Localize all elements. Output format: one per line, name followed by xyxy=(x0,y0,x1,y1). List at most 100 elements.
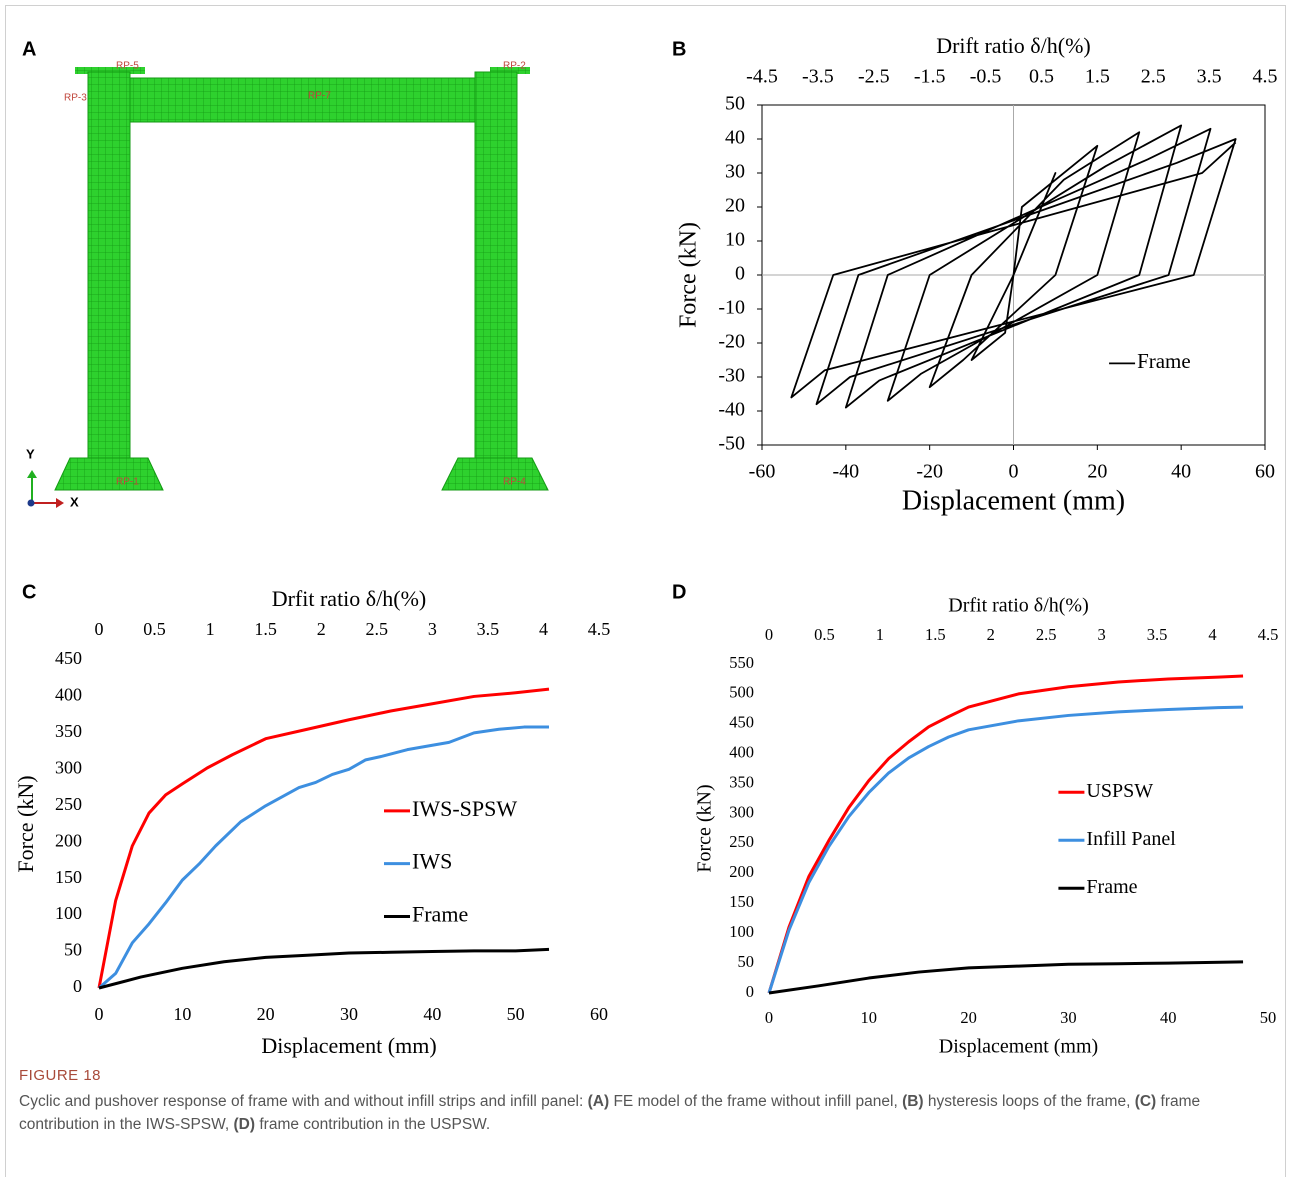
y-tick-label: 400 xyxy=(55,685,82,705)
reference-point: RP-7 xyxy=(308,91,331,102)
x2-tick-label: 1 xyxy=(206,619,215,639)
x2-tick-label: -0.5 xyxy=(970,66,1002,88)
y-tick-label: 100 xyxy=(729,922,754,941)
caption-text: FE model of the frame without infill pan… xyxy=(609,1093,902,1110)
caption-ref: (B) xyxy=(902,1093,924,1110)
base xyxy=(442,458,548,490)
reference-point: RP-2 xyxy=(503,61,526,72)
caption-text: Cyclic and pushover response of frame wi… xyxy=(19,1093,588,1110)
legend-label: Frame xyxy=(412,902,468,927)
series-line xyxy=(99,727,549,988)
y-tick-label: 0 xyxy=(735,263,745,285)
y-tick-label: 450 xyxy=(729,713,754,732)
beam xyxy=(130,78,475,122)
x2-tick-label: 0 xyxy=(95,619,104,639)
series-line xyxy=(99,949,549,988)
x2-tick-label: -3.5 xyxy=(802,66,834,88)
panel-label: D xyxy=(672,581,686,603)
x2-tick-label: 3 xyxy=(428,619,437,639)
x2-tick-label: 3.5 xyxy=(1197,66,1222,88)
x2-tick-label: -4.5 xyxy=(746,66,778,88)
axis-arrow xyxy=(56,498,64,508)
figure-label: FIGURE 18 xyxy=(19,1067,101,1084)
y-tick-label: -50 xyxy=(718,433,745,455)
base xyxy=(55,458,163,490)
caption: Cyclic and pushover response of frame wi… xyxy=(19,1090,1264,1136)
x2-tick-label: 3.5 xyxy=(477,619,500,639)
x2-tick-label: 0.5 xyxy=(143,619,166,639)
x-tick-label: -20 xyxy=(916,461,943,483)
x2-tick-label: 4 xyxy=(1208,625,1216,644)
y-tick-label: 50 xyxy=(738,952,755,971)
x-axis-title: Displacement (mm) xyxy=(261,1033,436,1058)
x-tick-label: 10 xyxy=(861,1008,878,1027)
y-axis-title: Force (kN) xyxy=(676,222,702,328)
panel-label: B xyxy=(672,38,686,60)
x2-tick-label: 3 xyxy=(1098,625,1106,644)
caption-ref: (D) xyxy=(234,1116,256,1133)
x2-tick-label: 4.5 xyxy=(1253,66,1278,88)
axis-label: X xyxy=(70,494,79,509)
legend-label: Infill Panel xyxy=(1086,828,1176,850)
x-tick-label: 50 xyxy=(1260,1008,1277,1027)
x2-tick-label: 1.5 xyxy=(1085,66,1110,88)
x2-tick-label: -1.5 xyxy=(914,66,946,88)
y-tick-label: 300 xyxy=(55,757,82,777)
y-tick-label: -10 xyxy=(718,297,745,319)
x-tick-label: 50 xyxy=(507,1004,525,1024)
y-tick-label: 20 xyxy=(725,195,745,217)
y-tick-label: 400 xyxy=(729,743,754,762)
x2-tick-label: -2.5 xyxy=(858,66,890,88)
x-tick-label: 40 xyxy=(1171,461,1191,483)
y-tick-label: 250 xyxy=(729,832,754,851)
x2-tick-label: 2.5 xyxy=(1141,66,1166,88)
legend-label: IWS xyxy=(412,849,452,874)
y-tick-label: 200 xyxy=(55,830,82,850)
column xyxy=(475,72,517,460)
x-tick-label: 0 xyxy=(1009,461,1019,483)
x2-tick-label: 4.5 xyxy=(1258,625,1279,644)
x2-axis-title: Drfit ratio δ/h(%) xyxy=(272,586,427,611)
x-tick-label: 20 xyxy=(960,1008,977,1027)
y-tick-label: 500 xyxy=(729,683,754,702)
y-tick-label: 200 xyxy=(729,862,754,881)
legend-label: IWS-SPSW xyxy=(412,796,517,821)
figure: A B C D RP-5 RP-2 RP-3 RP-7 RP-1 RP-4 Y … xyxy=(0,0,1293,1060)
x2-tick-label: 1 xyxy=(876,625,884,644)
x-axis-title: Displacement (mm) xyxy=(939,1036,1098,1058)
legend-label: Frame xyxy=(1137,349,1191,373)
x-tick-label: 40 xyxy=(423,1004,441,1024)
series-line xyxy=(769,707,1243,993)
y-tick-label: 350 xyxy=(55,721,82,741)
y-tick-label: 300 xyxy=(729,802,754,821)
page: { "figure": { "label": "FIGURE 18", "cap… xyxy=(0,0,1293,1180)
y-axis-title: Force (kN) xyxy=(13,775,38,872)
x2-tick-label: 1.5 xyxy=(254,619,277,639)
y-tick-label: -20 xyxy=(718,331,745,353)
fe-model: RP-5 RP-2 RP-3 RP-7 RP-1 RP-4 Y X xyxy=(26,61,548,510)
x-tick-label: 40 xyxy=(1160,1008,1177,1027)
x2-tick-label: 2 xyxy=(987,625,995,644)
y-axis-title: Force (kN) xyxy=(694,784,716,872)
y-tick-label: 150 xyxy=(55,867,82,887)
x2-tick-label: 1.5 xyxy=(925,625,946,644)
y-tick-label: 30 xyxy=(725,161,745,183)
x-tick-label: 20 xyxy=(257,1004,275,1024)
caption-text: hysteresis loops of the frame, xyxy=(924,1093,1135,1110)
caption-ref: (C) xyxy=(1135,1093,1157,1110)
y-tick-label: 550 xyxy=(729,653,754,672)
y-tick-label: 100 xyxy=(55,903,82,923)
y-tick-label: 0 xyxy=(73,976,82,996)
legend-label: Frame xyxy=(1086,876,1137,898)
x-tick-label: 10 xyxy=(173,1004,191,1024)
y-tick-label: 450 xyxy=(55,648,82,668)
reference-point: RP-3 xyxy=(64,93,87,104)
y-tick-label: -40 xyxy=(718,399,745,421)
axis-label: Y xyxy=(26,446,35,461)
y-tick-label: 10 xyxy=(725,229,745,251)
x2-axis-title: Drfit ratio δ/h(%) xyxy=(948,595,1089,617)
x-tick-label: 0 xyxy=(95,1004,104,1024)
x2-tick-label: 2.5 xyxy=(366,619,389,639)
panel-label: A xyxy=(22,38,36,60)
x-tick-label: 30 xyxy=(1060,1008,1077,1027)
